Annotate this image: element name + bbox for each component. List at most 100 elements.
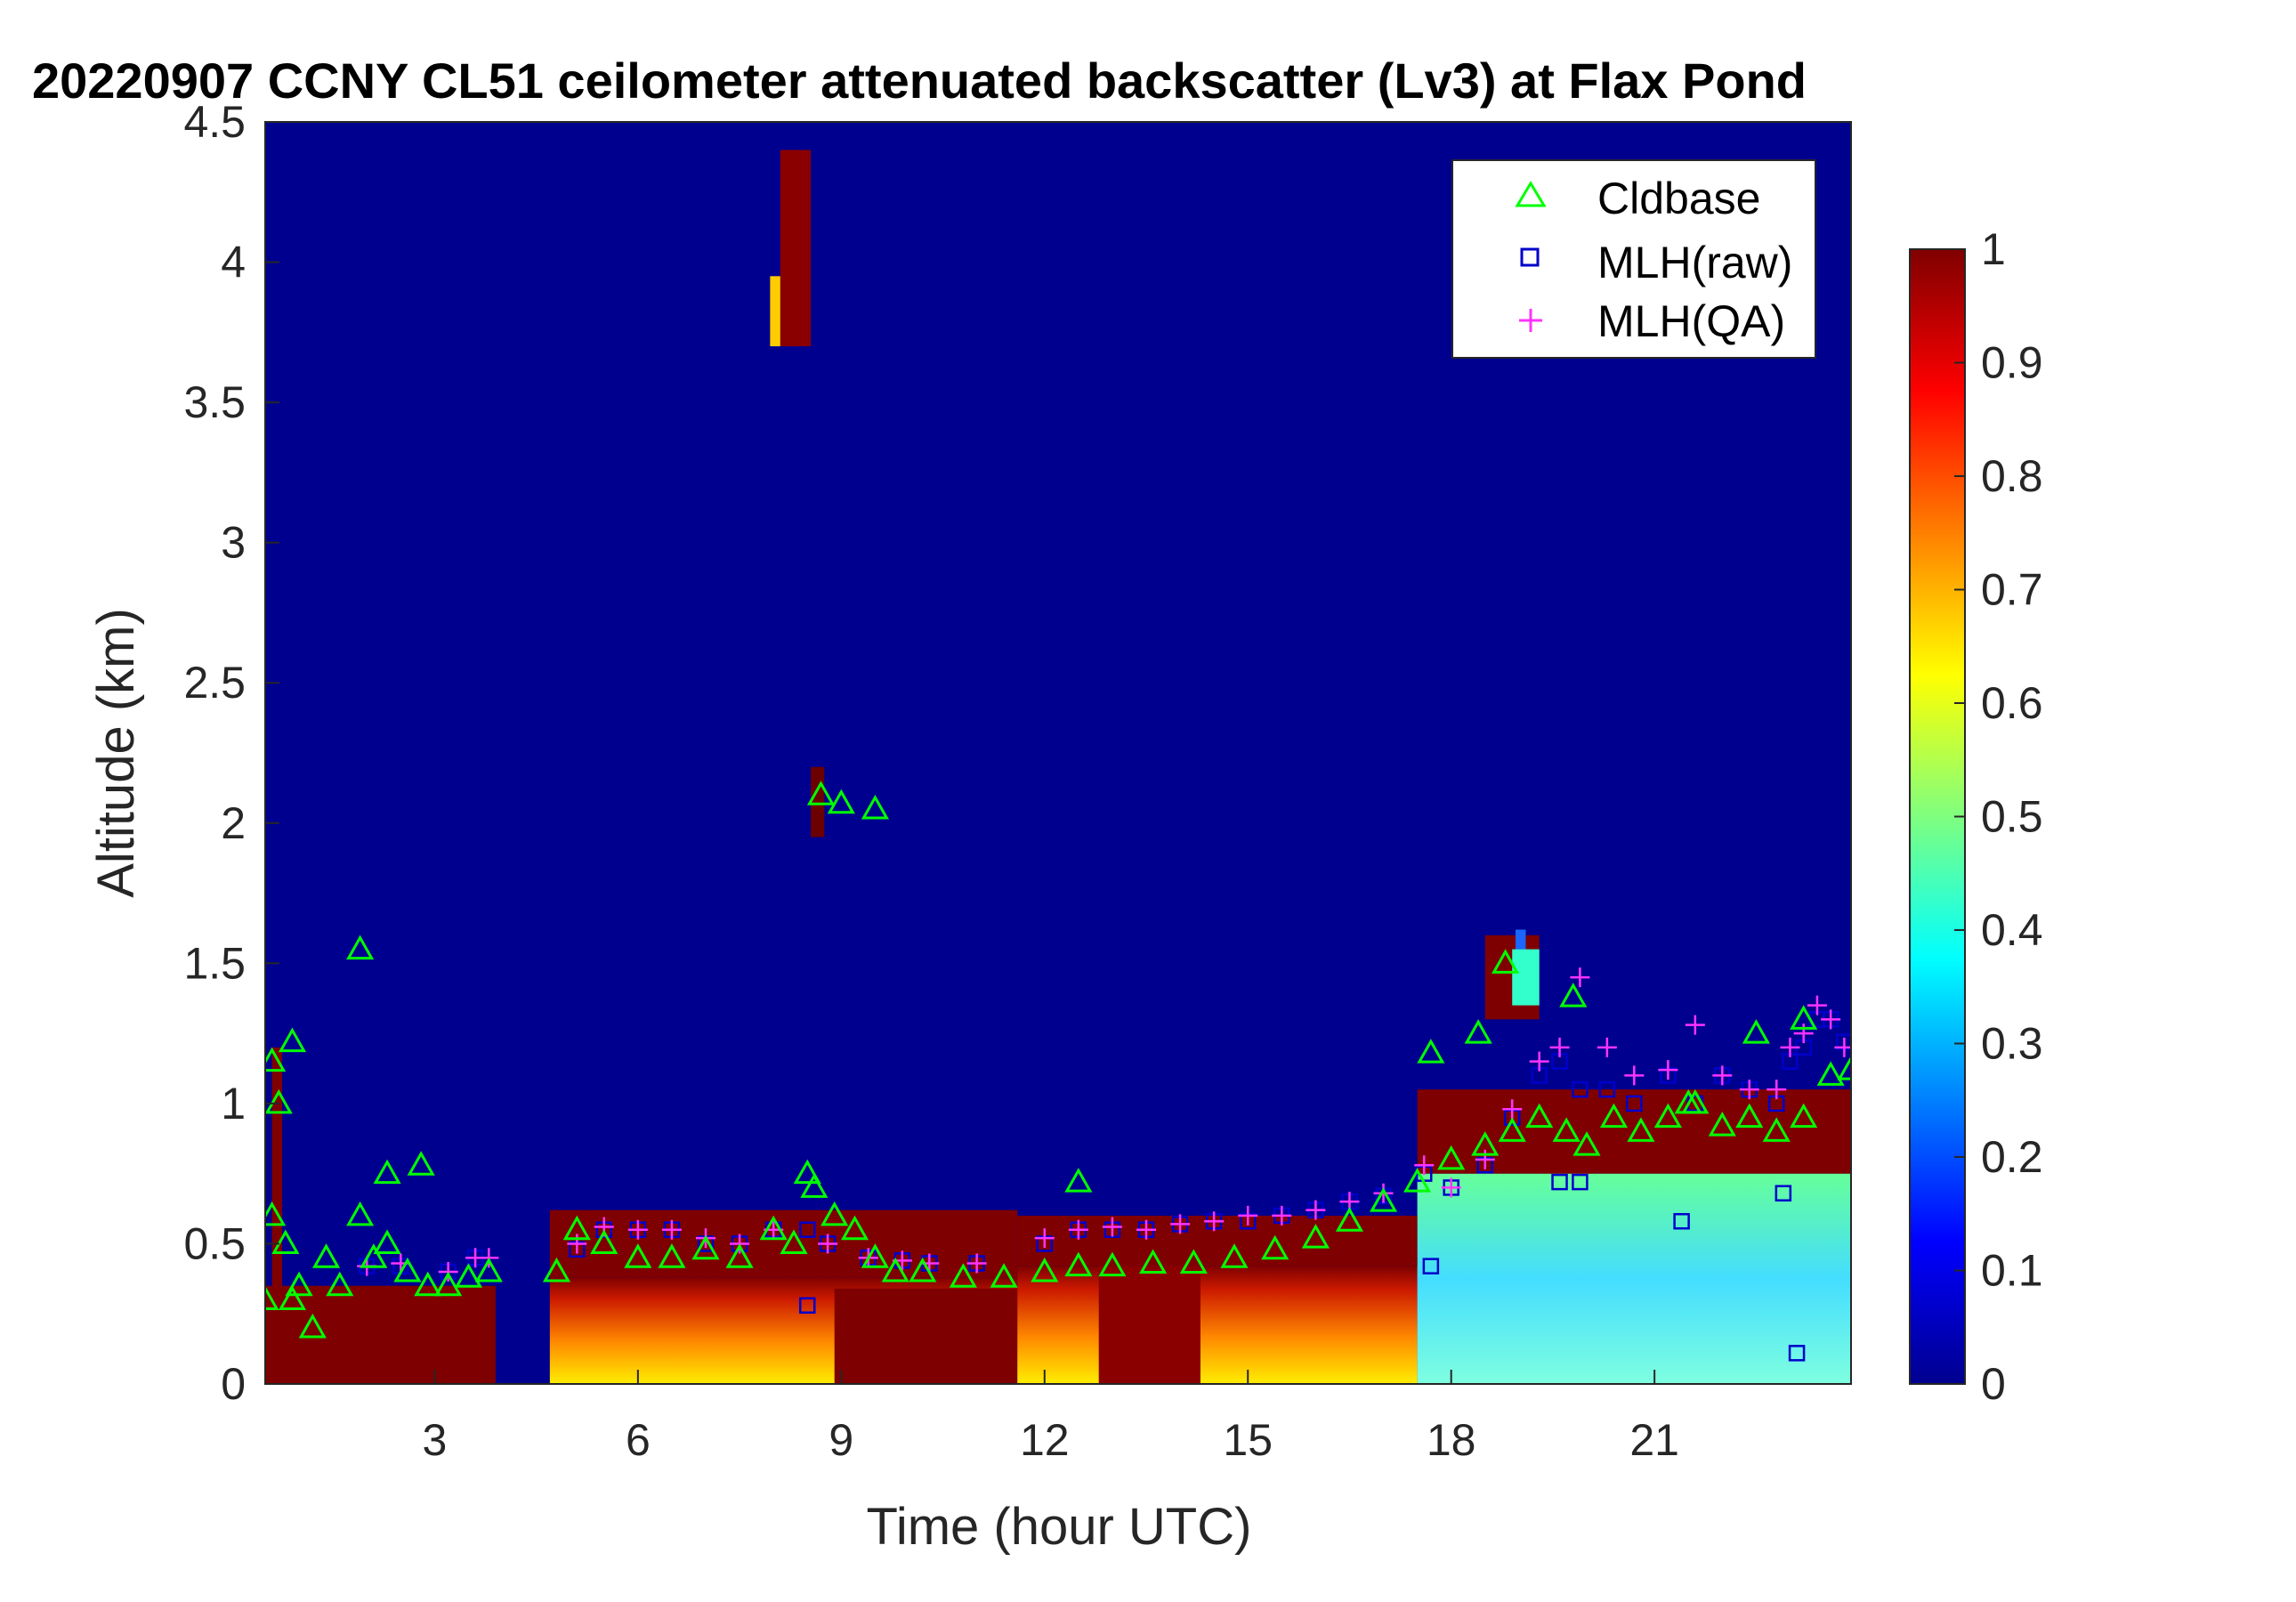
cldbase-point xyxy=(1464,1019,1492,1044)
plot-frame xyxy=(264,121,1852,1385)
cldbase-point xyxy=(1790,1103,1818,1129)
colorbar-tick-label: 0.3 xyxy=(1981,1019,2043,1069)
cldbase-point xyxy=(1031,1257,1059,1282)
cldbase-point xyxy=(1064,1251,1093,1277)
cldbase-point xyxy=(1816,1061,1845,1086)
y-tick-label: 3 xyxy=(221,518,246,568)
cldbase-point xyxy=(949,1263,977,1288)
cldbase-point xyxy=(800,1173,829,1198)
cldbase-point xyxy=(793,1159,821,1185)
mlh-qa-point xyxy=(818,1234,838,1254)
cldbase-point xyxy=(881,1257,910,1282)
cldbase-point xyxy=(1708,1112,1736,1137)
x-tick-label: 15 xyxy=(1223,1415,1273,1465)
cldbase-point xyxy=(1335,1207,1364,1232)
mlh-qa-point xyxy=(1766,1080,1787,1100)
mlh-qa-point xyxy=(1597,1037,1617,1057)
colorbar-tick-label: 0.1 xyxy=(1981,1246,2043,1296)
cldbase-point xyxy=(1837,1056,1851,1080)
legend-label-cldbase: Cldbase xyxy=(1597,174,1760,223)
cldbase-point xyxy=(1369,1187,1398,1212)
colorbar-tick-label: 0.7 xyxy=(1981,565,2043,615)
mlh-qa-point xyxy=(1306,1200,1326,1220)
mlh-qa-point xyxy=(1807,995,1827,1015)
mlh-qa-point xyxy=(1624,1065,1645,1086)
y-tick-label: 2.5 xyxy=(183,658,246,708)
cldbase-point xyxy=(806,781,836,805)
colorbar-tick-label: 0.4 xyxy=(1981,905,2043,955)
cldbase-point xyxy=(373,1229,401,1254)
heat-early-spike xyxy=(271,1047,283,1328)
cldbase-point xyxy=(360,1243,388,1268)
mlh-qa-point xyxy=(1793,1024,1814,1044)
mlh-qa-point xyxy=(1658,1060,1678,1080)
mlh-qa-point xyxy=(567,1234,587,1254)
cldbase-point xyxy=(414,1271,442,1297)
colorbar-tick-label: 0.6 xyxy=(1981,678,2043,728)
x-tick-label: 12 xyxy=(1020,1415,1070,1465)
cldbase-point xyxy=(780,1229,808,1254)
y-tick-label: 4 xyxy=(221,238,246,287)
cldbase-point xyxy=(285,1271,313,1297)
cldbase-point xyxy=(1471,1131,1500,1156)
cldbase-point xyxy=(1525,1103,1554,1129)
y-tick-label: 1.5 xyxy=(183,938,246,988)
heat-cloud-1.5km-top xyxy=(1516,929,1526,950)
cldbase-point xyxy=(624,1243,652,1268)
mlh-qa-point xyxy=(1238,1205,1258,1226)
x-tick-label: 21 xyxy=(1629,1415,1679,1465)
cldbase-point xyxy=(827,789,855,814)
mlh-qa-point xyxy=(661,1219,682,1240)
mlh-raw-point xyxy=(798,1221,816,1238)
cldbase-point xyxy=(346,934,375,960)
colorbar-tick-label: 1 xyxy=(1981,224,2006,274)
y-tick-label: 3.5 xyxy=(183,377,246,427)
cldbase-point xyxy=(1220,1243,1249,1268)
cldbase-point xyxy=(1064,1168,1093,1193)
cldbase-point xyxy=(990,1263,1018,1288)
mlh-qa-point xyxy=(1739,1080,1759,1100)
mlh-qa-point xyxy=(1034,1228,1055,1249)
cldbase-point xyxy=(691,1234,720,1260)
cldbase-point xyxy=(1653,1103,1682,1129)
mlh-qa-point xyxy=(1821,1009,1841,1030)
mlh-qa-point xyxy=(1272,1205,1292,1226)
legend-label-mlh-qa: MLH(QA) xyxy=(1597,296,1785,346)
mlh-qa-point xyxy=(627,1219,648,1240)
cldbase-point xyxy=(1627,1117,1655,1142)
cldbase-point xyxy=(1139,1249,1168,1274)
mlh-qa-point xyxy=(1102,1217,1122,1237)
marker-layer xyxy=(265,781,1851,1362)
cldbase-point xyxy=(265,1047,287,1072)
cldbase-point xyxy=(1572,1131,1601,1156)
cldbase-point xyxy=(562,1215,591,1241)
cldbase-point xyxy=(474,1257,503,1282)
heat-cloud-layer-day xyxy=(1017,1215,1418,1266)
heat-cloud-1.5km-core xyxy=(1512,949,1540,1006)
cldbase-point xyxy=(861,794,889,820)
cldbase-point xyxy=(311,1243,341,1268)
cldbase-point xyxy=(1301,1224,1330,1249)
legend-triangle-icon xyxy=(1515,181,1547,207)
y-tick-label: 2 xyxy=(221,798,246,848)
cldbase-point xyxy=(1261,1234,1289,1260)
cldbase-point xyxy=(278,1285,307,1310)
colorbar-tick-label: 0.8 xyxy=(1981,451,2043,501)
y-tick-label: 4.5 xyxy=(183,97,246,147)
cldbase-point xyxy=(1403,1168,1432,1193)
mlh-raw-point xyxy=(1598,1080,1616,1098)
cldbase-point xyxy=(265,1285,279,1310)
x-tick-label: 3 xyxy=(422,1415,447,1465)
legend-entry-cldbase: Cldbase xyxy=(1515,174,1760,223)
cldbase-point xyxy=(1417,1039,1445,1064)
cldbase-point xyxy=(346,1201,375,1226)
x-tick-label: 9 xyxy=(829,1415,853,1465)
colorbar-tick-label: 0.9 xyxy=(1981,338,2043,388)
cldbase-point xyxy=(1179,1249,1208,1274)
legend-square-icon xyxy=(1520,247,1540,267)
cldbase-point xyxy=(278,1027,307,1053)
legend: Cldbase MLH(raw) MLH(QA) xyxy=(1451,159,1816,359)
mlh-qa-point xyxy=(1712,1065,1733,1086)
cldbase-point xyxy=(840,1215,869,1241)
cldbase-point xyxy=(1498,1117,1526,1142)
